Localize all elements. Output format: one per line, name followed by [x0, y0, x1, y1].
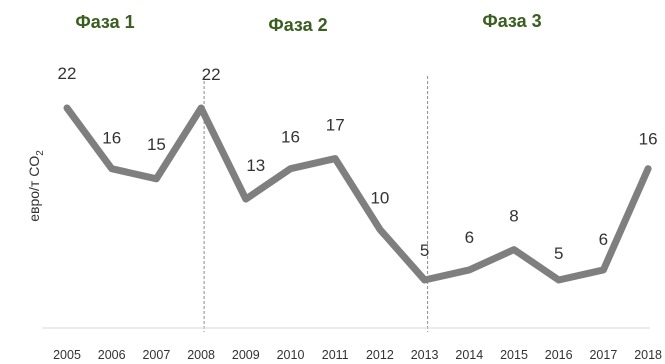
phase-labels: Фаза 1 Фаза 2 Фаза 3 — [75, 11, 541, 35]
data-label: 6 — [599, 230, 608, 249]
data-label: 10 — [370, 188, 389, 207]
x-tick-label: 2015 — [500, 348, 528, 362]
x-tick-label: 2010 — [277, 348, 305, 362]
x-tick-label: 2012 — [366, 348, 394, 362]
data-label: 16 — [639, 130, 658, 149]
x-tick-label: 2014 — [455, 348, 483, 362]
x-tick-label: 2006 — [98, 348, 126, 362]
phase-label: Фаза 2 — [268, 15, 327, 35]
x-tick-label: 2013 — [411, 348, 439, 362]
x-tick-label: 2017 — [589, 348, 617, 362]
data-label: 6 — [465, 228, 474, 247]
y-axis-label-subscript: 2 — [35, 150, 46, 156]
data-label: 15 — [147, 135, 166, 154]
x-tick-label: 2007 — [142, 348, 170, 362]
x-tick-label: 2011 — [322, 348, 349, 362]
data-label: 5 — [554, 244, 563, 263]
data-labels: 22 16 15 22 13 16 17 10 5 6 8 5 6 16 — [58, 64, 658, 263]
phase-label: Фаза 1 — [75, 12, 134, 32]
x-tick-labels: 2005 2006 2007 2008 2009 2010 2011 2012 2013 2014… — [53, 348, 662, 362]
x-tick-label: 2018 — [634, 348, 662, 362]
x-tick-label: 2009 — [232, 348, 260, 362]
data-label: 16 — [102, 129, 121, 148]
data-label: 17 — [326, 116, 345, 135]
data-label: 22 — [202, 65, 221, 84]
series-layer — [63, 104, 652, 284]
x-tick-label: 2005 — [53, 348, 81, 362]
data-label: 8 — [509, 207, 518, 226]
x-tick-label: 2008 — [187, 348, 215, 362]
series-line — [63, 104, 652, 284]
phase-dividers — [203, 76, 429, 332]
data-label: 16 — [281, 128, 300, 147]
data-label: 22 — [58, 64, 77, 83]
x-tick-label: 2016 — [545, 348, 573, 362]
data-label: 13 — [246, 156, 265, 175]
phase-label: Фаза 3 — [482, 11, 541, 31]
data-label: 5 — [420, 241, 429, 260]
y-axis-label: евро/т CO2 — [26, 150, 46, 222]
